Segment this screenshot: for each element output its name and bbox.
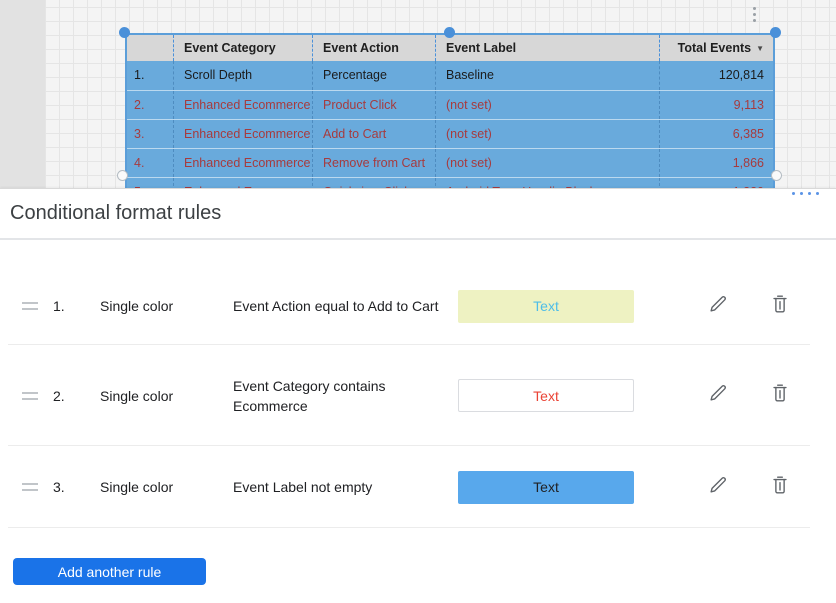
- header-event-action[interactable]: Event Action: [312, 35, 435, 61]
- header-total-events-label: Total Events: [677, 41, 752, 55]
- cell-total: 9,113: [659, 91, 773, 119]
- trash-icon: [769, 293, 791, 320]
- cell-total: 1,866: [659, 149, 773, 177]
- resize-handle-left[interactable]: [117, 170, 128, 181]
- row-number: 2.: [134, 98, 145, 112]
- rule-style-swatch[interactable]: Text: [458, 470, 634, 504]
- cell-category: Enhanced Ecommerce: [173, 91, 312, 119]
- row-number: 3.: [134, 127, 145, 141]
- cell-action: Percentage: [312, 61, 435, 90]
- table-row: 1. Scroll Depth Percentage Baseline 120,…: [127, 61, 773, 90]
- report-canvas[interactable]: Event Category Event Action Event Label …: [0, 0, 836, 188]
- cell-total: 6,385: [659, 120, 773, 148]
- rule-condition: Event Category contains Ecommerce: [233, 377, 386, 414]
- table-row: 3. Enhanced Ecommerce Add to Cart (not s…: [127, 119, 773, 148]
- row-number: 1.: [134, 68, 145, 82]
- cell-category: Enhanced Ecommerce: [173, 120, 312, 148]
- cell-action: Quickview Click: [312, 178, 435, 188]
- header-row-number: [127, 35, 173, 61]
- cell-action: Add to Cart: [312, 120, 435, 148]
- conditional-format-panel: Conditional format rules 1. Single color…: [0, 188, 836, 603]
- rule-row-2: 2. Single color Event Category contains …: [0, 365, 836, 426]
- cell-category: Scroll Depth: [173, 61, 312, 90]
- cell-label: (not set): [435, 149, 659, 177]
- table-row: 4. Enhanced Ecommerce Remove from Cart (…: [127, 148, 773, 177]
- resize-handle-top-right[interactable]: [770, 27, 781, 38]
- cell-label: (not set): [435, 91, 659, 119]
- header-event-category[interactable]: Event Category: [173, 35, 312, 61]
- rule-type: Single color: [100, 298, 174, 314]
- cell-category: Enhanced Ecommerce: [173, 178, 312, 188]
- divider: [8, 344, 810, 345]
- cell-total: 1,220: [659, 178, 773, 188]
- cell-label: Baseline: [435, 61, 659, 90]
- divider: [8, 445, 810, 446]
- rule-number: 3.: [53, 479, 65, 495]
- resize-handle-right[interactable]: [771, 170, 782, 181]
- rule-number: 1.: [53, 298, 65, 314]
- panel-drag-dots-icon[interactable]: [792, 192, 819, 195]
- rule-number: 2.: [53, 387, 65, 404]
- rule-row-1: 1. Single color Event Action equal to Ad…: [0, 276, 836, 336]
- edit-rule-button[interactable]: [706, 475, 730, 499]
- resize-handle-top-left[interactable]: [119, 27, 130, 38]
- header-total-events[interactable]: Total Events ▼: [659, 35, 773, 61]
- pencil-icon: [707, 382, 729, 409]
- rule-row-3: 3. Single color Event Label not empty Te…: [0, 457, 836, 517]
- events-table[interactable]: Event Category Event Action Event Label …: [125, 33, 775, 188]
- row-number: 4.: [134, 156, 145, 170]
- divider: [8, 527, 810, 528]
- cell-action: Remove from Cart: [312, 149, 435, 177]
- header-event-label[interactable]: Event Label: [435, 35, 659, 61]
- rule-condition: Event Label not empty: [233, 479, 373, 495]
- table-header-row: Event Category Event Action Event Label …: [127, 35, 773, 61]
- trash-icon: [769, 382, 791, 409]
- table-row: 2. Enhanced Ecommerce Product Click (not…: [127, 90, 773, 119]
- edit-rule-button[interactable]: [706, 384, 730, 408]
- pencil-icon: [707, 474, 729, 501]
- canvas-left-margin: [0, 0, 45, 188]
- rule-condition: Event Action equal to Add to Cart: [233, 298, 439, 314]
- rule-style-swatch[interactable]: Text: [458, 289, 634, 323]
- rule-drag-handle-icon[interactable]: [22, 302, 38, 310]
- table-row-clipped: 5. Enhanced Ecommerce Quickview Click An…: [127, 177, 773, 188]
- cell-label: (not set): [435, 120, 659, 148]
- rule-type: Single color: [100, 387, 174, 404]
- panel-title: Conditional format rules: [10, 202, 222, 224]
- cell-action: Product Click: [312, 91, 435, 119]
- cell-total: 120,814: [659, 61, 773, 90]
- delete-rule-button[interactable]: [768, 384, 792, 408]
- row-number: 5.: [127, 178, 173, 188]
- rule-type: Single color: [100, 479, 174, 495]
- delete-rule-button[interactable]: [768, 294, 792, 318]
- rule-style-swatch[interactable]: Text: [458, 379, 634, 412]
- delete-rule-button[interactable]: [768, 475, 792, 499]
- edit-rule-button[interactable]: [706, 294, 730, 318]
- resize-handle-top-center[interactable]: [444, 27, 455, 38]
- cell-label: Android Tees Hoodie Black: [435, 178, 659, 188]
- divider: [0, 238, 836, 240]
- trash-icon: [769, 474, 791, 501]
- rule-drag-handle-icon[interactable]: [22, 391, 38, 400]
- cell-category: Enhanced Ecommerce: [173, 149, 312, 177]
- add-another-rule-button[interactable]: Add another rule: [13, 558, 206, 585]
- pencil-icon: [707, 293, 729, 320]
- sort-desc-icon: ▼: [756, 44, 764, 53]
- rule-drag-handle-icon[interactable]: [22, 483, 38, 491]
- page-menu-vertical-dots-icon[interactable]: [751, 7, 757, 27]
